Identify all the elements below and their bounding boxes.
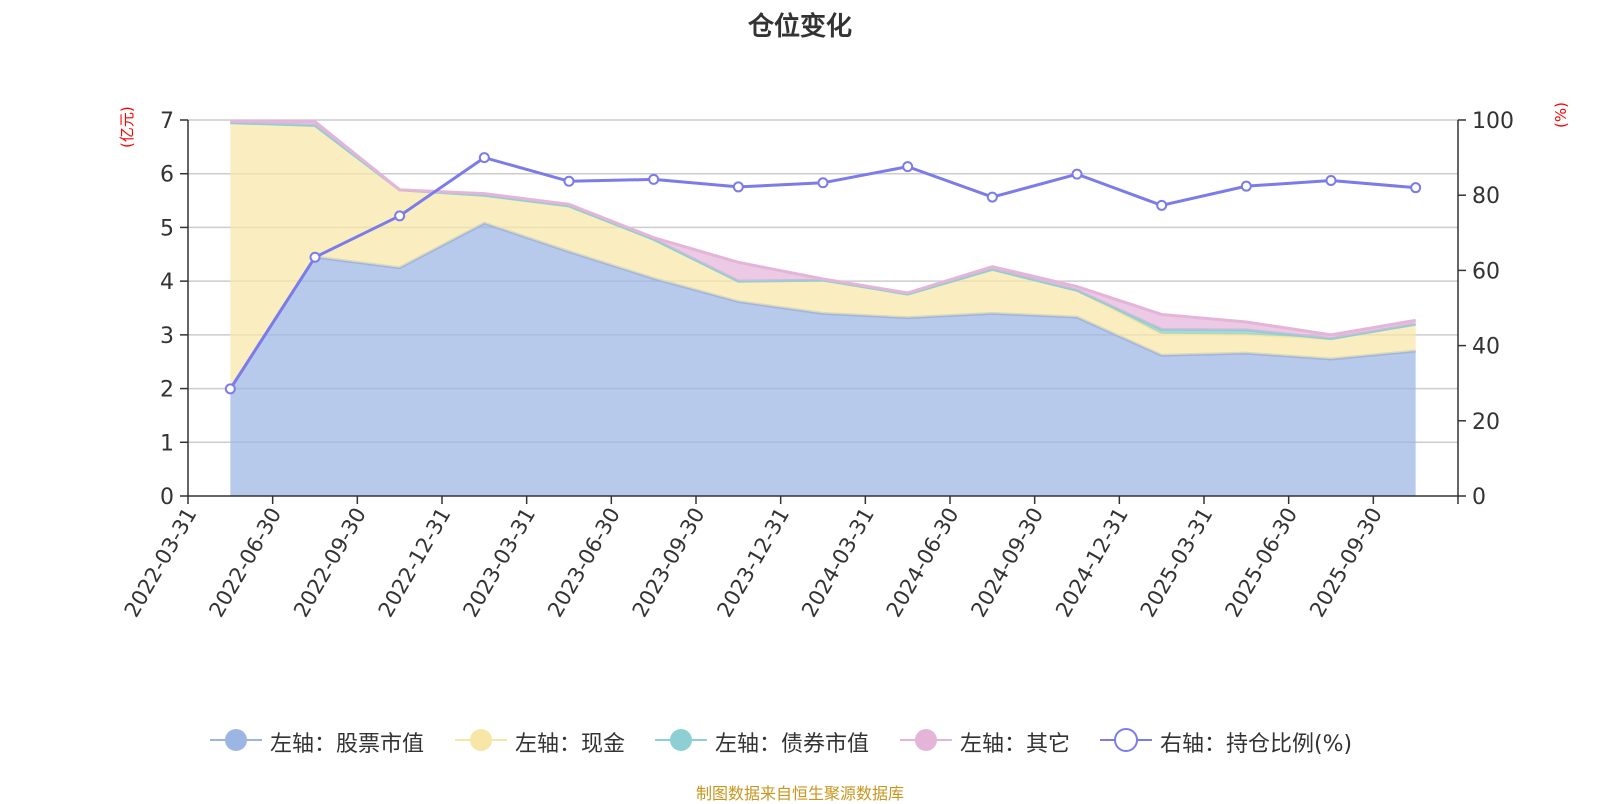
ratio-point xyxy=(1071,168,1083,180)
area-edge-左轴：其它 xyxy=(230,119,1416,337)
right-axis-unit: (%) xyxy=(1552,102,1570,128)
legend-label: 左轴：现金 xyxy=(515,732,626,757)
area-左轴：现金 xyxy=(230,122,1416,389)
right-tick-label: 80 xyxy=(1472,184,1500,209)
ratio-point xyxy=(1325,175,1337,187)
legend: 左轴：股票市值 左轴：现金 左轴：债券市值 左轴：其它 右轴：持仓比例(%) xyxy=(0,722,1600,758)
x-tick-label: 2023-03-31 xyxy=(458,504,540,622)
x-tick-label: 2024-03-31 xyxy=(797,504,879,622)
right-tick-label: 100 xyxy=(1472,109,1514,134)
right-tick-label: 0 xyxy=(1472,485,1486,510)
ratio-point xyxy=(478,152,490,164)
x-tick-label: 2024-09-30 xyxy=(966,504,1048,622)
x-tick-label: 2022-03-31 xyxy=(120,504,202,622)
x-tick-label: 2024-06-30 xyxy=(882,504,964,622)
left-tick-label: 7 xyxy=(160,109,174,134)
x-tick-label: 2025-09-30 xyxy=(1305,504,1387,622)
ratio-point xyxy=(1156,199,1168,211)
x-tick-label: 2023-06-30 xyxy=(543,504,625,622)
stacked-areas xyxy=(229,119,1416,497)
left-tick-label: 5 xyxy=(160,216,174,241)
filled-circle-icon xyxy=(210,729,262,751)
ratio-point xyxy=(224,383,236,395)
filled-circle-icon xyxy=(455,729,507,751)
filled-circle-icon xyxy=(900,729,952,751)
ratio-point xyxy=(732,181,744,193)
ratio-point xyxy=(563,175,575,187)
ratio-point xyxy=(1410,182,1422,194)
ratio-point xyxy=(986,191,998,203)
ratio-point xyxy=(309,251,321,263)
ratio-point xyxy=(817,177,829,189)
right-tick-label: 60 xyxy=(1472,259,1500,284)
x-tick-label: 2022-09-30 xyxy=(289,504,371,622)
left-tick-label: 4 xyxy=(160,270,174,295)
right-tick-label: 40 xyxy=(1472,335,1500,360)
ratio-point xyxy=(1240,180,1252,192)
legend-label: 左轴：债券市值 xyxy=(715,732,870,757)
x-tick-label: 2023-09-30 xyxy=(628,504,710,622)
x-tick-label: 2025-06-30 xyxy=(1220,504,1302,622)
legend-label: 左轴：股票市值 xyxy=(270,732,425,757)
left-tick-label: 1 xyxy=(160,431,174,456)
legend-label: 右轴：持仓比例(%) xyxy=(1160,732,1353,757)
filled-circle-icon xyxy=(655,729,707,751)
ratio-line xyxy=(224,152,1422,395)
ratio-point xyxy=(394,210,406,222)
chart-title: 仓位变化 xyxy=(747,12,852,42)
x-tick-label: 2023-12-31 xyxy=(712,504,794,622)
x-tick-label: 2022-12-31 xyxy=(374,504,456,622)
x-tick-label: 2022-06-30 xyxy=(204,504,286,622)
left-tick-label: 2 xyxy=(160,378,174,403)
legend-label: 左轴：其它 xyxy=(960,732,1071,757)
right-tick-label: 20 xyxy=(1472,410,1500,435)
hollow-circle-icon xyxy=(1100,728,1152,752)
left-tick-label: 0 xyxy=(160,485,174,510)
x-tick-label: 2025-03-31 xyxy=(1136,504,1218,622)
left-tick-label: 6 xyxy=(160,163,174,188)
data-source-note: 制图数据来自恒生聚源数据库 xyxy=(695,784,904,803)
area-左轴：股票市值 xyxy=(230,223,1416,497)
left-tick-label: 3 xyxy=(160,324,174,349)
ratio-point xyxy=(648,173,660,185)
ratio-point xyxy=(902,161,914,173)
x-tick-label: 2024-12-31 xyxy=(1051,504,1133,622)
left-axis-unit: (亿元) xyxy=(118,106,136,148)
